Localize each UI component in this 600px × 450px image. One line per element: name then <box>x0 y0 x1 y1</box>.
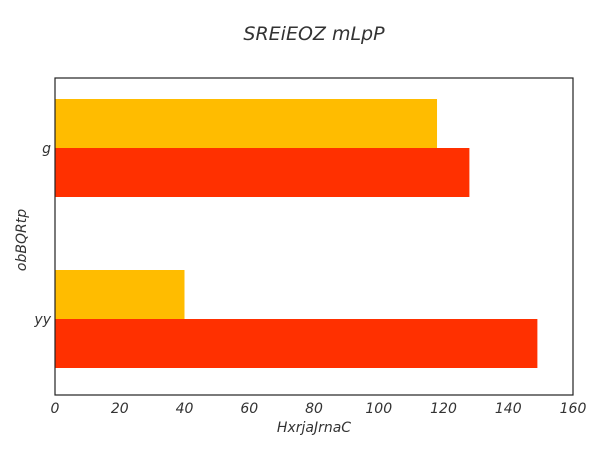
bar-g-series-2 <box>55 148 470 197</box>
x-tick-label: 160 <box>560 401 587 417</box>
y-tick-label: g <box>42 141 51 157</box>
bar-yy-series-1 <box>55 270 185 319</box>
x-tick-label: 120 <box>430 401 457 417</box>
y-tick-label: yy <box>33 312 51 328</box>
x-tick-label: 0 <box>51 401 60 417</box>
x-tick-label: 80 <box>305 401 323 417</box>
chart-title: SREiEOZ mLpP <box>243 23 385 45</box>
bar-g-series-1 <box>55 99 438 148</box>
plot-area <box>55 99 538 368</box>
x-tick-label: 60 <box>240 401 258 417</box>
x-axis-label: HxrjaJrnaC <box>277 420 351 436</box>
x-tick-label: 20 <box>111 401 129 417</box>
x-tick-label: 40 <box>176 401 194 417</box>
x-tick-label: 100 <box>365 401 392 417</box>
plot-frame <box>54 77 574 396</box>
x-tick-label: 140 <box>495 401 522 417</box>
y-axis-label: obBQRtp <box>14 209 30 271</box>
bar-yy-series-2 <box>55 319 538 368</box>
